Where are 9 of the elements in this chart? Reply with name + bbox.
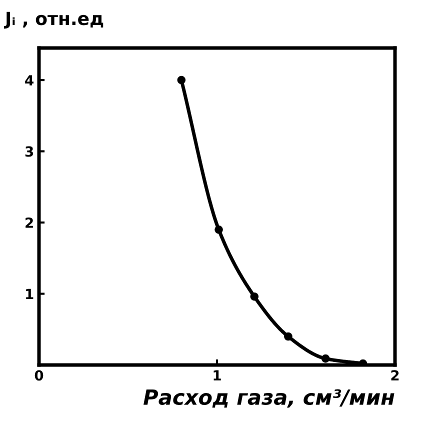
x-tick-label: 0 <box>34 370 44 381</box>
y-tick-label: 2 <box>26 217 33 228</box>
x-tick-label: 2 <box>391 370 399 380</box>
x-axis-title: Расход газа, см³/мин <box>144 389 394 408</box>
x-tick-label: 1 <box>214 370 221 380</box>
y-tick-label: 4 <box>25 75 34 86</box>
y-tick-label: 3 <box>25 146 34 157</box>
y-axis-title: Jᵢ , отн.ед <box>4 12 104 29</box>
y-tick-label: 1 <box>26 288 34 300</box>
